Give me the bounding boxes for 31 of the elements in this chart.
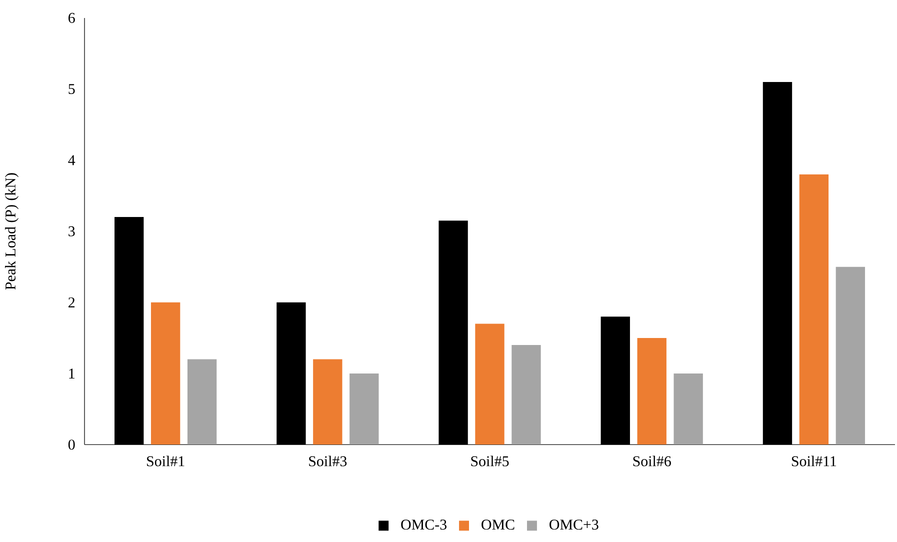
- y-tick-label: 4: [68, 155, 76, 165]
- bar: [313, 359, 342, 444]
- bar: [600, 316, 630, 444]
- bar: [475, 324, 504, 444]
- bar: [512, 344, 541, 444]
- x-tick-label: Soil#11: [792, 456, 836, 466]
- x-tick-label: Soil#5: [471, 456, 509, 466]
- y-tick-label: 5: [68, 84, 75, 94]
- bar: [438, 220, 468, 444]
- y-tick-label: 0: [68, 439, 75, 450]
- bar: [674, 373, 703, 444]
- y-tick-label: 2: [68, 297, 75, 308]
- bar: [276, 302, 306, 444]
- bar: [836, 266, 866, 444]
- x-tick-label: Soil#6: [633, 456, 671, 466]
- legend-label: OMC+3: [550, 519, 598, 530]
- x-tick-label: Soil#1: [147, 456, 184, 466]
- legend-label: OMC-3: [401, 519, 446, 530]
- y-axis-title: Peak Load (P) (kN): [5, 173, 19, 290]
- bar: [114, 216, 144, 444]
- bar: [799, 174, 829, 444]
- bar: [637, 338, 666, 444]
- bar: [762, 82, 792, 444]
- bar: [350, 373, 379, 444]
- x-tick-label: Soil#3: [309, 456, 347, 466]
- y-tick-label: 3: [68, 226, 75, 236]
- y-tick-label: 6: [68, 12, 75, 23]
- legend-label: OMC: [482, 519, 514, 530]
- bar: [187, 359, 217, 444]
- y-tick-label: 1: [69, 368, 74, 378]
- bar: [150, 302, 180, 444]
